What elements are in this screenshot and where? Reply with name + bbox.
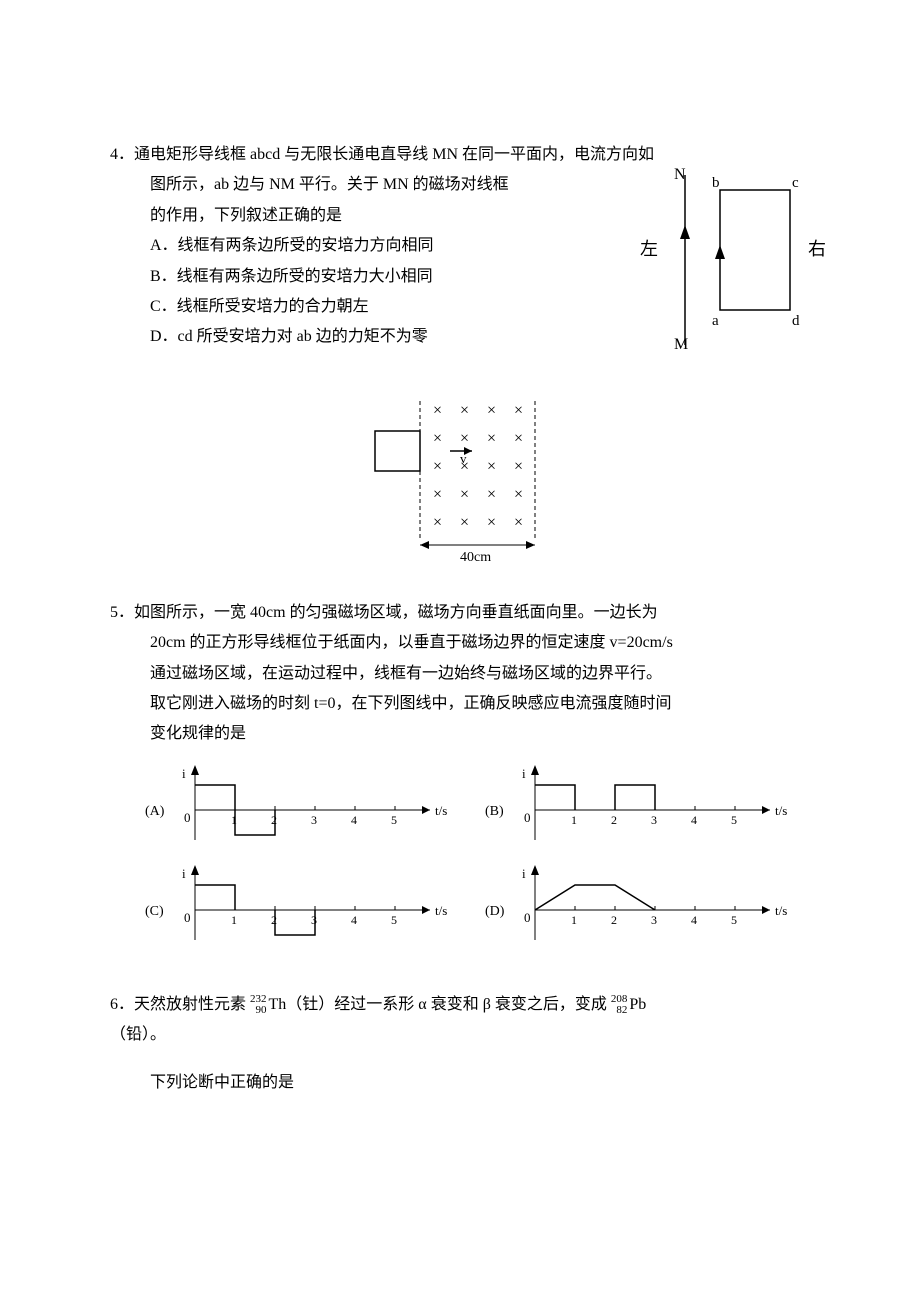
svg-text:×: ×: [514, 430, 523, 447]
svg-text:1: 1: [231, 813, 237, 827]
svg-text:0: 0: [184, 910, 191, 925]
svg-text:i: i: [182, 866, 186, 881]
fig4-M: M: [674, 336, 688, 353]
q6-line2: （铅）。: [110, 1020, 810, 1050]
svg-text:1: 1: [571, 913, 577, 927]
svg-text:i: i: [522, 766, 526, 781]
q5-graph-D: (D) i 0 t/s 1 2 3 4 5: [480, 850, 810, 950]
svg-text:×: ×: [514, 514, 523, 531]
svg-text:4: 4: [691, 913, 697, 927]
svg-text:×: ×: [433, 458, 442, 475]
svg-text:5: 5: [391, 913, 397, 927]
svg-text:5: 5: [731, 913, 737, 927]
svg-text:t/s: t/s: [775, 903, 787, 918]
svg-text:×: ×: [460, 430, 469, 447]
q6-line3: 下列论断中正确的是: [110, 1068, 810, 1098]
svg-text:(D): (D): [485, 904, 505, 919]
svg-text:×: ×: [433, 514, 442, 531]
q6-line1: 6．天然放射性元素 23290Th（钍）经过一系形 α 衰变和 β 衰变之后，变…: [110, 990, 810, 1020]
fig4-c: c: [792, 175, 799, 191]
q6-th-text: Th（钍）经过一系形 α 衰变和 β 衰变之后，变成: [269, 996, 611, 1013]
svg-text:3: 3: [651, 813, 657, 827]
fig4-a: a: [712, 313, 719, 329]
svg-text:(C): (C): [145, 904, 164, 919]
svg-text:5: 5: [391, 813, 397, 827]
svg-text:0: 0: [524, 910, 531, 925]
svg-text:×: ×: [460, 514, 469, 531]
q4-figure: N M b c a d 左 右: [630, 165, 830, 355]
svg-text:0: 0: [524, 810, 531, 825]
q5-line1: 5．如图所示，一宽 40cm 的匀强磁场区域，磁场方向垂直纸面向里。一边长为: [110, 598, 810, 628]
svg-text:×: ×: [487, 402, 496, 419]
svg-text:(A): (A): [145, 804, 165, 819]
svg-text:4: 4: [351, 813, 357, 827]
svg-text:3: 3: [311, 913, 317, 927]
svg-text:5: 5: [731, 813, 737, 827]
svg-text:t/s: t/s: [775, 803, 787, 818]
q5-graph-C: (C) i 0 t/s 1 2 3 4 5: [140, 850, 470, 950]
q5-figure: ×××× ×××× ×××× ×××× ×××× v 40cm: [110, 393, 810, 568]
svg-text:3: 3: [311, 813, 317, 827]
svg-text:1: 1: [571, 813, 577, 827]
fig4-d: d: [792, 313, 800, 329]
svg-text:(B): (B): [485, 804, 504, 819]
svg-text:2: 2: [611, 913, 617, 927]
svg-text:×: ×: [487, 486, 496, 503]
question-5: 5．如图所示，一宽 40cm 的匀强磁场区域，磁场方向垂直纸面向里。一边长为 2…: [110, 598, 810, 950]
fig4-b: b: [712, 175, 720, 191]
q6-stem-a: 天然放射性元素: [134, 996, 250, 1013]
q5-line3: 通过磁场区域，在运动过程中，线框有一边始终与磁场区域的边界平行。: [110, 659, 810, 689]
svg-text:i: i: [182, 766, 186, 781]
fig4-right: 右: [808, 239, 826, 259]
q6-pb-text: Pb: [629, 996, 646, 1013]
svg-text:×: ×: [460, 486, 469, 503]
svg-text:×: ×: [514, 458, 523, 475]
q6-number: 6．: [110, 996, 134, 1013]
midfig-v: v: [460, 451, 467, 466]
q5-number: 5．: [110, 604, 134, 621]
svg-text:t/s: t/s: [435, 903, 447, 918]
svg-text:i: i: [522, 866, 526, 881]
svg-text:×: ×: [460, 402, 469, 419]
svg-text:2: 2: [271, 813, 277, 827]
svg-text:2: 2: [611, 813, 617, 827]
q4-number: 4．: [110, 146, 134, 163]
svg-text:×: ×: [487, 430, 496, 447]
svg-text:3: 3: [651, 913, 657, 927]
svg-text:4: 4: [351, 913, 357, 927]
svg-text:×: ×: [514, 486, 523, 503]
svg-text:×: ×: [487, 458, 496, 475]
pb-isotope: 20882: [611, 994, 628, 1016]
svg-text:×: ×: [433, 486, 442, 503]
q4-stem-text-1: 通电矩形导线框 abcd 与无限长通电直导线 MN 在同一平面内，电流方向如: [134, 146, 654, 163]
svg-text:2: 2: [271, 913, 277, 927]
fig4-left: 左: [640, 239, 658, 259]
q5-line2: 20cm 的正方形导线框位于纸面内，以垂直于磁场边界的恒定速度 v=20cm/s: [110, 628, 810, 658]
th-isotope: 23290: [250, 994, 267, 1016]
question-4: 4．通电矩形导线框 abcd 与无限长通电直导线 MN 在同一平面内，电流方向如…: [110, 140, 810, 353]
svg-text:×: ×: [487, 514, 496, 531]
q5-graph-row2: (C) i 0 t/s 1 2 3 4 5: [110, 850, 810, 950]
svg-text:×: ×: [514, 402, 523, 419]
svg-text:×: ×: [433, 402, 442, 419]
page: 4．通电矩形导线框 abcd 与无限长通电直导线 MN 在同一平面内，电流方向如…: [0, 0, 920, 1303]
question-6: 6．天然放射性元素 23290Th（钍）经过一系形 α 衰变和 β 衰变之后，变…: [110, 990, 810, 1099]
q5-graph-B: (B) i 0 t/s 1 2 3 4 5: [480, 750, 810, 850]
svg-text:4: 4: [691, 813, 697, 827]
svg-text:t/s: t/s: [435, 803, 447, 818]
q5-line5: 变化规律的是: [110, 719, 810, 749]
q5-graph-A: (A) i 0 t/s 1 2 3 4 5: [140, 750, 470, 850]
q5-line4: 取它刚进入磁场的时刻 t=0，在下列图线中，正确反映感应电流强度随时间: [110, 689, 810, 719]
midfig-width: 40cm: [460, 550, 491, 565]
svg-text:×: ×: [433, 430, 442, 447]
svg-text:1: 1: [231, 913, 237, 927]
svg-text:0: 0: [184, 810, 191, 825]
fig4-N: N: [674, 166, 686, 183]
q5-stem-1: 如图所示，一宽 40cm 的匀强磁场区域，磁场方向垂直纸面向里。一边长为: [134, 604, 658, 621]
q5-graph-row1: (A) i 0 t/s 1 2 3 4 5: [110, 750, 810, 850]
